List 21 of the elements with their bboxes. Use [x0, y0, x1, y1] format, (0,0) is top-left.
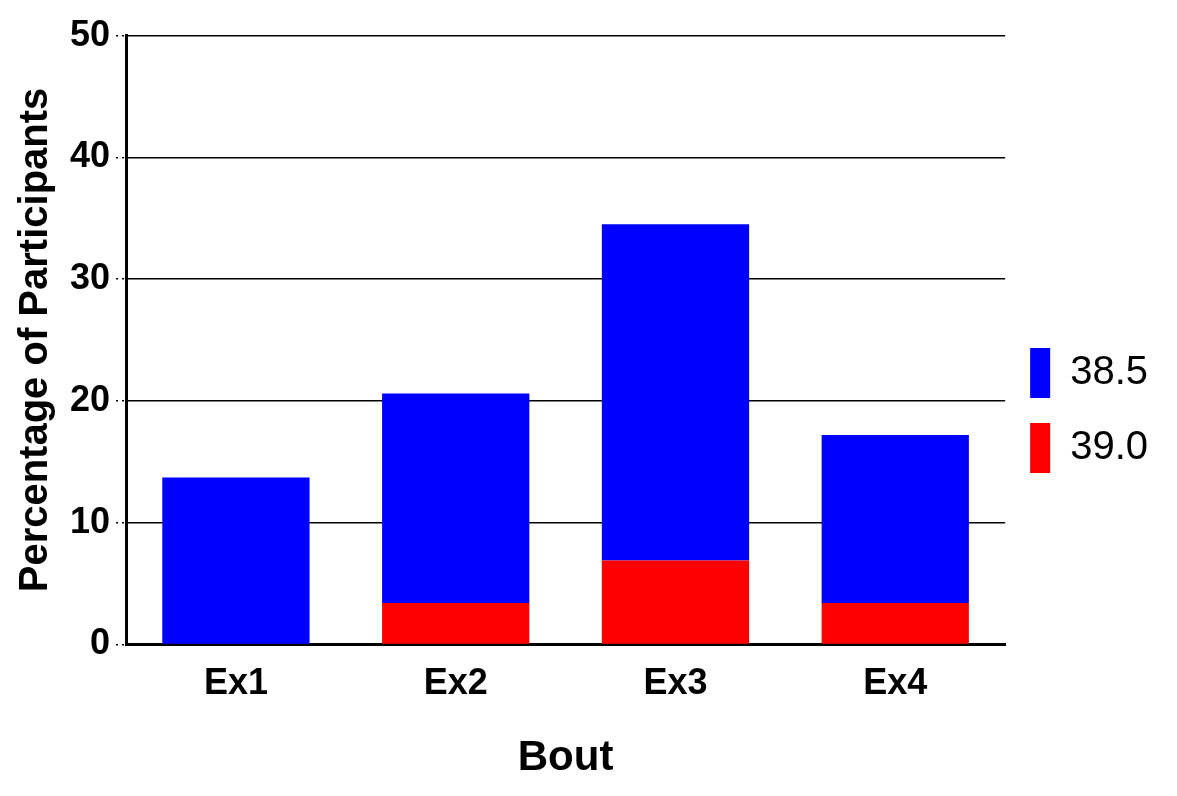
- y-tick-label: 40: [70, 134, 111, 176]
- x-tick-label: Ex3: [643, 660, 708, 702]
- y-tick-label: 30: [70, 256, 111, 298]
- legend-label: 38.5: [1070, 348, 1149, 393]
- bar: [601, 224, 750, 561]
- x-tick-label: Ex4: [863, 660, 928, 702]
- bar: [821, 434, 969, 603]
- x-tick-label: Ex1: [203, 660, 268, 702]
- legend-label: 39.0: [1070, 423, 1149, 468]
- y-tick-label: 0: [90, 621, 111, 663]
- bar: [162, 477, 310, 644]
- y-tick-label: 10: [70, 499, 111, 541]
- x-tick-label: Ex2: [423, 660, 488, 702]
- y-tick-label: 20: [70, 377, 111, 419]
- bar: [821, 603, 969, 644]
- bar: [382, 603, 530, 644]
- bar: [382, 393, 530, 603]
- y-tick-label: 50: [70, 12, 111, 54]
- y-axis-title: Percentage of Participants: [11, 87, 56, 593]
- x-axis-title: Bout: [517, 732, 614, 780]
- bar: [601, 560, 750, 644]
